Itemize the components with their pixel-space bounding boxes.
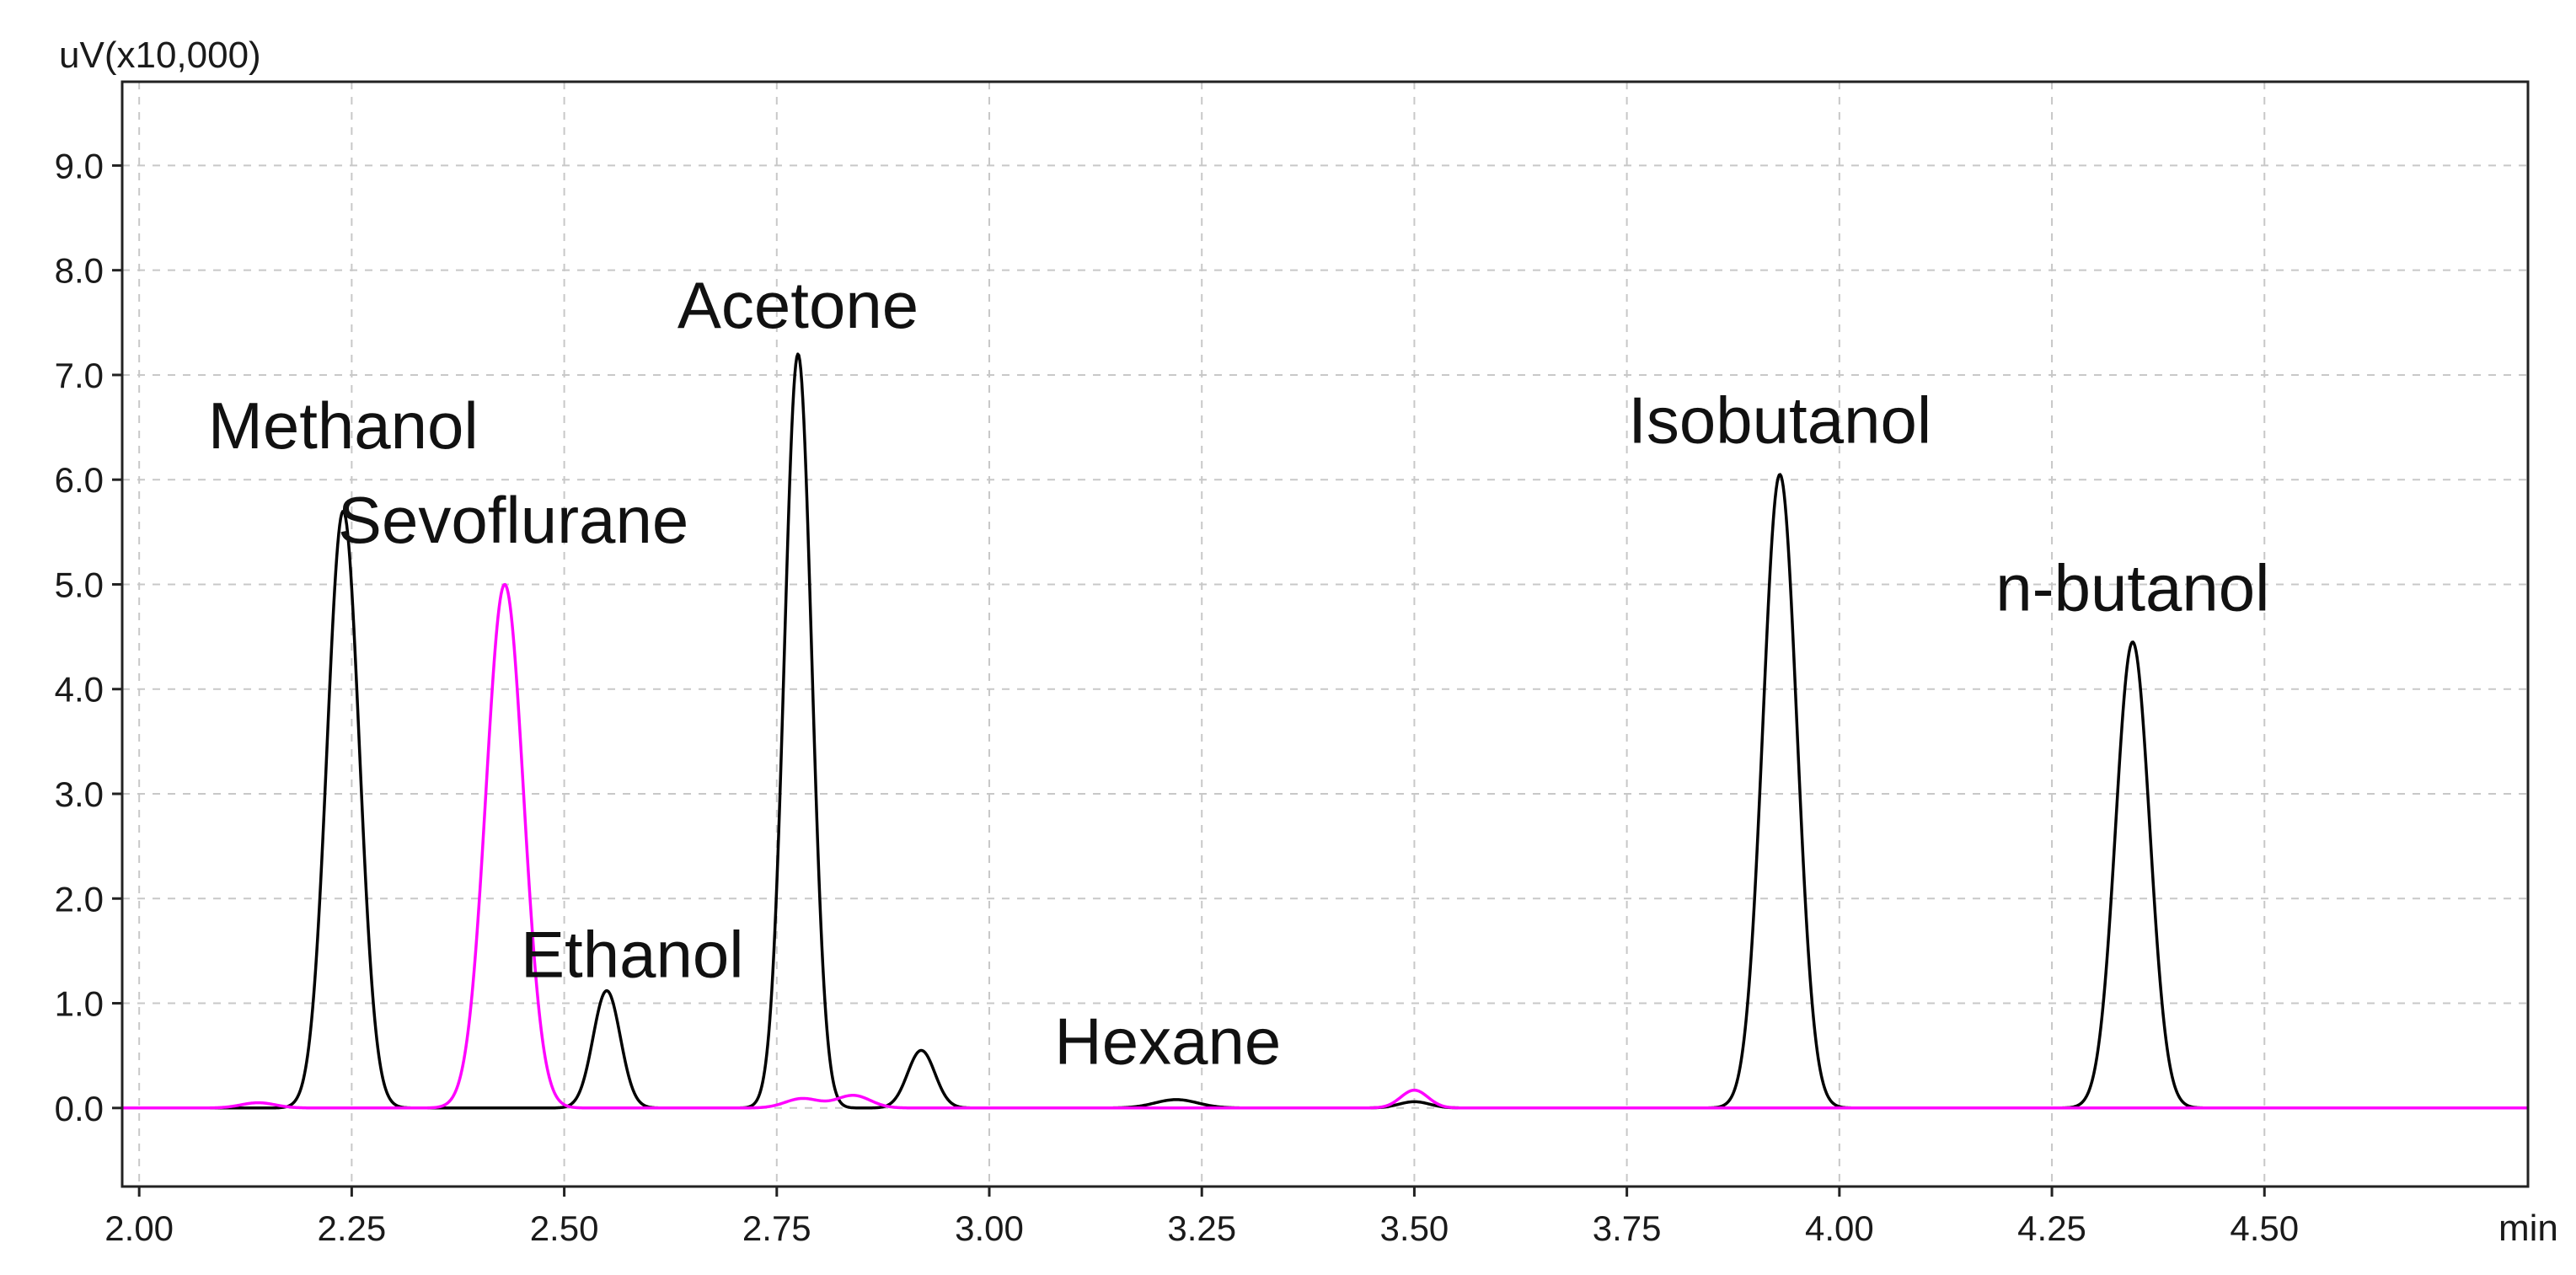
y-axis-ticks: 0.0 1.0 2.0 3.0 4.0 5.0 6.0 7.0 8.0 9.0 xyxy=(55,146,122,1128)
x-axis-unit-label: min xyxy=(2498,1208,2558,1249)
y-tick-label: 1.0 xyxy=(55,984,104,1024)
peak-label: n-butanol xyxy=(1995,551,2269,625)
y-tick-label: 6.0 xyxy=(55,460,104,500)
series-layer xyxy=(121,352,2529,1110)
x-tick-label: 2.50 xyxy=(530,1208,599,1248)
y-tick-label: 3.0 xyxy=(55,774,104,814)
peak-label: Methanol xyxy=(208,388,479,463)
x-tick-label: 3.25 xyxy=(1167,1208,1236,1248)
peak-annotations: Methanol Sevoflurane Ethanol Acetone Hexane I… xyxy=(208,268,2270,1079)
y-tick-label: 7.0 xyxy=(55,356,104,395)
x-axis-ticks: 2.00 2.25 2.50 2.75 3.00 3.25 3.50 3.75 4.00 4.25… xyxy=(104,1187,2299,1248)
x-tick-label: 4.50 xyxy=(2230,1208,2299,1248)
y-tick-label: 2.0 xyxy=(55,879,104,919)
y-tick-label: 5.0 xyxy=(55,565,104,604)
y-tick-label: 4.0 xyxy=(55,670,104,710)
x-tick-label: 3.75 xyxy=(1593,1208,1662,1248)
y-tick-label: 0.0 xyxy=(55,1089,104,1128)
x-tick-label: 2.75 xyxy=(742,1208,811,1248)
peak-label: Acetone xyxy=(677,268,918,342)
peak-label: Hexane xyxy=(1054,1004,1281,1079)
x-tick-label: 4.00 xyxy=(1805,1208,1874,1248)
y-tick-label: 8.0 xyxy=(55,251,104,291)
x-tick-label: 3.50 xyxy=(1380,1208,1449,1248)
x-tick-label: 2.00 xyxy=(104,1208,174,1248)
y-axis-unit-label: uV(x10,000) xyxy=(59,35,261,76)
x-tick-label: 4.25 xyxy=(2017,1208,2086,1248)
series-line-magenta xyxy=(121,582,2529,1110)
series-line-black xyxy=(121,352,2529,1110)
peak-label: Ethanol xyxy=(521,917,744,991)
x-tick-label: 3.00 xyxy=(955,1208,1024,1248)
grid-layer xyxy=(122,82,2528,1187)
peak-label: Sevoflurane xyxy=(338,483,688,557)
peak-label: Isobutanol xyxy=(1628,383,1931,458)
x-tick-label: 2.25 xyxy=(318,1208,387,1248)
plot-frame xyxy=(120,80,2530,1188)
y-tick-label: 9.0 xyxy=(55,146,104,185)
